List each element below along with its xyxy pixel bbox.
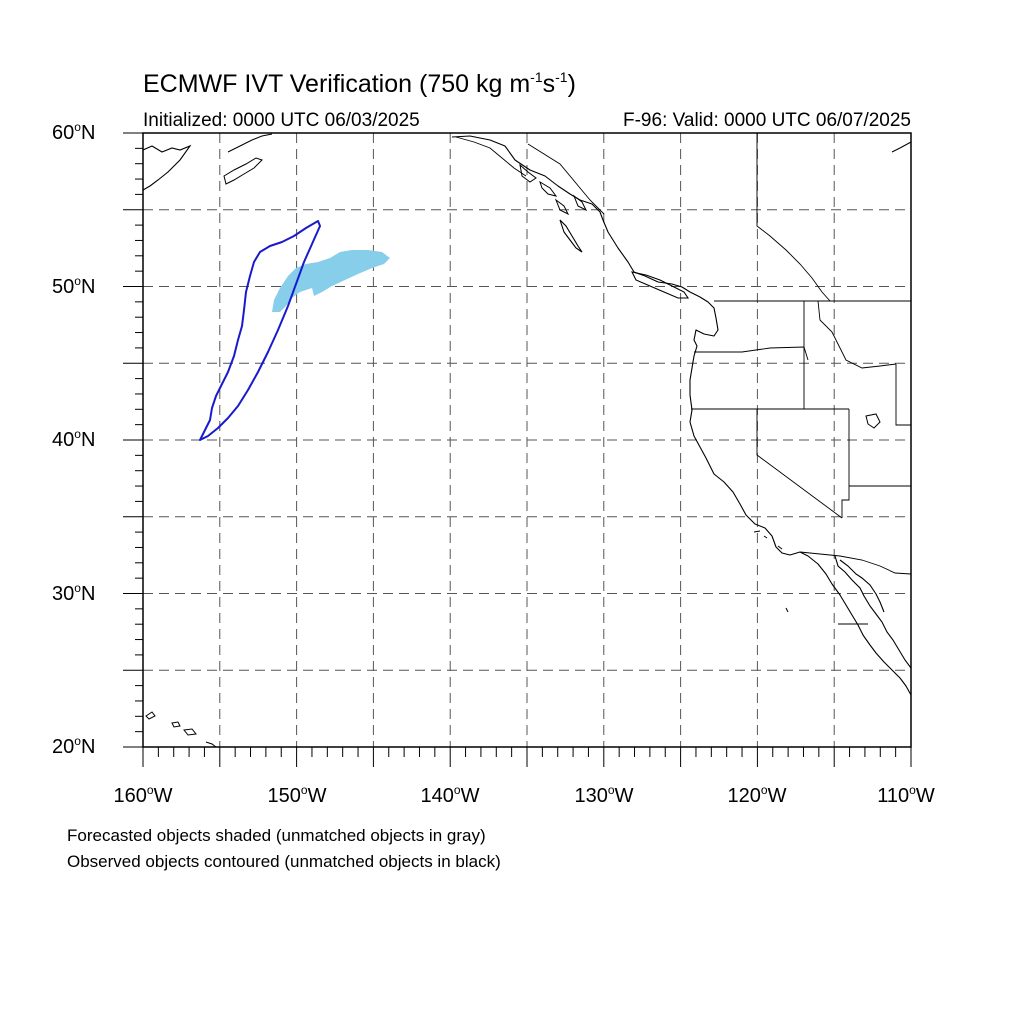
lat-label-60: 60oN: [52, 120, 96, 144]
alaska-coast-yukon: [891, 141, 911, 153]
alaska-peninsula: [143, 144, 192, 191]
coastline-baja-east: [834, 555, 911, 669]
init-time-label: Initialized: 0000 UTC 06/03/2025: [143, 110, 420, 131]
forecast-ivt-object: [272, 250, 390, 312]
coastline-north-america: [451, 135, 911, 696]
forecast-legend-note: Forecasted objects shaded (unmatched obj…: [67, 826, 486, 845]
figure-title: ECMWF IVT Verification (750 kg m-1s-1): [143, 69, 576, 98]
vancouver-island: [630, 271, 690, 299]
boundaries-layer: [455, 133, 911, 625]
offshore-islands: [753, 530, 789, 613]
gridlines: [143, 133, 911, 747]
nevada-east-border: [841, 409, 850, 518]
hawaii-islands: [145, 711, 217, 747]
lon-label-110: 110oW: [877, 783, 935, 807]
canada-us-border-alaska: [455, 136, 527, 177]
lon-label-120: 120oW: [727, 783, 787, 807]
nevada-california-border: [756, 409, 843, 519]
observed-ivt-contour: [199, 220, 321, 441]
idaho-montana-border: [817, 300, 897, 369]
washington-oregon-border: [694, 346, 809, 361]
alaska-islands: [519, 163, 588, 216]
lon-label-140: 140oW: [420, 783, 480, 807]
land-layer: [143, 133, 911, 747]
lon-label-150: 150oW: [267, 783, 327, 807]
lat-label-50: 50oN: [52, 274, 96, 298]
coastline-mainland-mexico: [839, 559, 885, 613]
axis-ticks: [123, 132, 912, 767]
haida-gwaii: [559, 219, 583, 253]
alaska-coast-upper: [227, 133, 273, 153]
observed-legend-note: Observed objects contoured (unmatched ob…: [67, 852, 501, 871]
bc-yukon-border: [527, 143, 605, 215]
lat-label-40: 40oN: [52, 427, 96, 451]
us-mexico-border: [799, 551, 911, 575]
lat-label-20: 20oN: [52, 734, 96, 758]
valid-time-label: F-96: Valid: 0000 UTC 06/07/2025: [623, 110, 911, 131]
lon-label-130: 130oW: [574, 783, 634, 807]
bc-alberta-border: [756, 133, 831, 302]
great-salt-lake: [865, 413, 881, 429]
lon-label-160: 160oW: [113, 783, 173, 807]
wyoming-border: [895, 364, 911, 426]
lat-label-30: 30oN: [52, 581, 96, 605]
kodiak-island: [223, 157, 263, 185]
